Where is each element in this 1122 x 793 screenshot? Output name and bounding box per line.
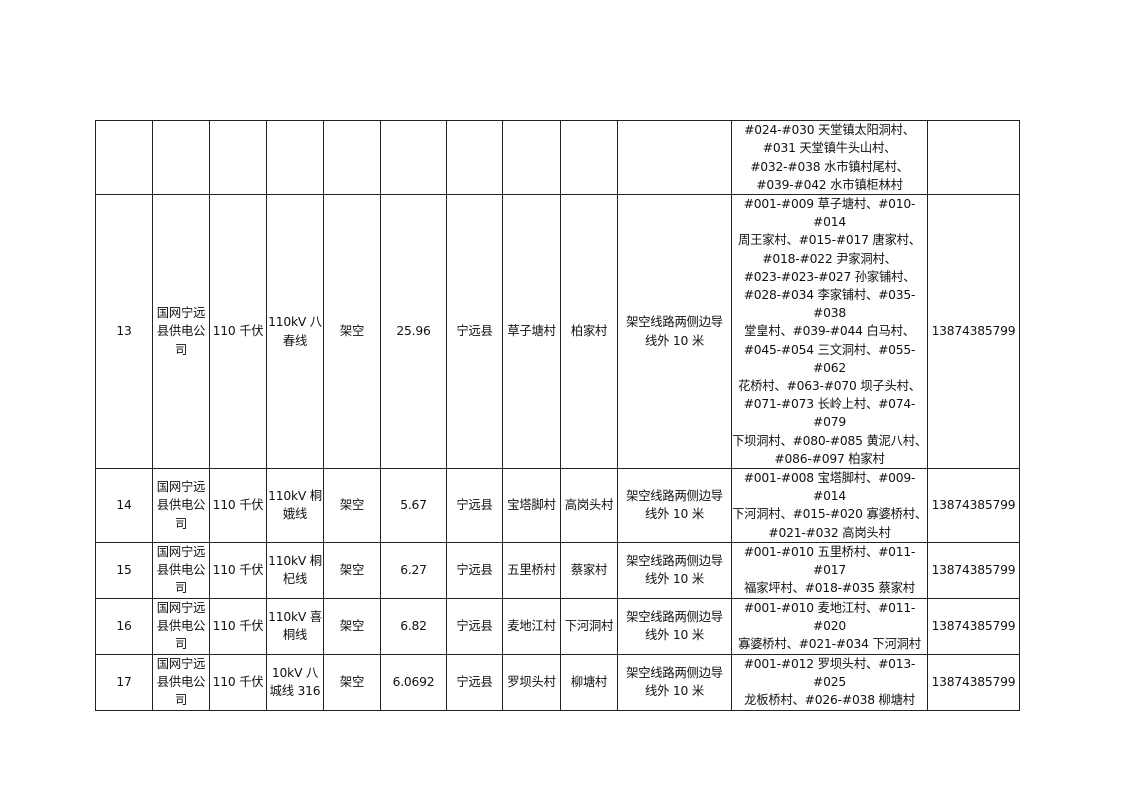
cell-no: 13 [95,193,153,470]
cell-voltage: 110 千伏 [209,193,267,470]
cell-type: 架空 [323,597,381,655]
table-row: 14 国网宁远 县供电公 司 110 千伏 110kV 桐 娥线 架空 5.67 宁远县 宝塔… [95,468,1020,543]
cell-village: 蔡家村 [560,541,618,599]
cell-phone: 13874385799 [927,468,1020,543]
cell-type: 架空 [323,541,381,599]
cell-no: 17 [95,653,153,711]
cell-line [266,120,324,195]
cell-county [446,120,503,195]
table-row: 15 国网宁远 县供电公 司 110 千伏 110kV 桐 杞线 架空 6.27 宁远县 五里… [95,541,1020,599]
cell-phone: 13874385799 [927,193,1020,470]
cell-line: 10kV 八 城线 316 [266,653,324,711]
cell-voltage: 110 千伏 [209,653,267,711]
cell-towers: #024-#030 天堂镇太阳洞村、 #031 天堂镇牛头山村、 #032-#0… [731,120,928,195]
cell-line: 110kV 八 春线 [266,193,324,470]
cell-town [502,120,561,195]
cell-phone [927,120,1020,195]
power-line-table: #024-#030 天堂镇太阳洞村、 #031 天堂镇牛头山村、 #032-#0… [95,120,1020,711]
cell-no [95,120,153,195]
cell-range: 架空线路两侧边导 线外 10 米 [617,468,732,543]
table-row: 17 国网宁远 县供电公 司 110 千伏 10kV 八 城线 316 架空 6.0692… [95,653,1020,711]
cell-range: 架空线路两侧边导 线外 10 米 [617,597,732,655]
cell-towers: #001-#010 五里桥村、#011-#017 福家坪村、#018-#035 … [731,541,928,599]
cell-range [617,120,732,195]
cell-length: 6.82 [380,597,447,655]
cell-town: 宝塔脚村 [502,468,561,543]
cell-company: 国网宁远 县供电公 司 [152,541,210,599]
cell-county: 宁远县 [446,653,503,711]
cell-company: 国网宁远 县供电公 司 [152,193,210,470]
cell-line: 110kV 喜 桐线 [266,597,324,655]
cell-town: 草子塘村 [502,193,561,470]
cell-no: 15 [95,541,153,599]
cell-company: 国网宁远 县供电公 司 [152,597,210,655]
cell-village: 柳塘村 [560,653,618,711]
cell-type: 架空 [323,193,381,470]
cell-village: 柏家村 [560,193,618,470]
table-row: 13 国网宁远 县供电公 司 110 千伏 110kV 八 春线 架空 25.96 宁远县草… [95,193,1020,470]
cell-county: 宁远县 [446,597,503,655]
cell-town: 麦地江村 [502,597,561,655]
cell-company: 国网宁远 县供电公 司 [152,468,210,543]
cell-county: 宁远县 [446,193,503,470]
cell-company: 国网宁远 县供电公 司 [152,653,210,711]
cell-town: 五里桥村 [502,541,561,599]
cell-towers: #001-#010 麦地江村、#011-#020 寡婆桥村、#021-#034 … [731,597,928,655]
cell-line: 110kV 桐 杞线 [266,541,324,599]
cell-towers: #001-#008 宝塔脚村、#009-#014 下河洞村、#015-#020 … [731,468,928,543]
cell-type [323,120,381,195]
cell-length: 6.0692 [380,653,447,711]
cell-phone: 13874385799 [927,653,1020,711]
cell-phone: 13874385799 [927,541,1020,599]
cell-voltage: 110 千伏 [209,541,267,599]
cell-line: 110kV 桐 娥线 [266,468,324,543]
cell-type: 架空 [323,468,381,543]
cell-length: 6.27 [380,541,447,599]
cell-range: 架空线路两侧边导 线外 10 米 [617,653,732,711]
cell-town: 罗坝头村 [502,653,561,711]
cell-length: 5.67 [380,468,447,543]
cell-village: 下河洞村 [560,597,618,655]
cell-village: 高岗头村 [560,468,618,543]
cell-phone: 13874385799 [927,597,1020,655]
cell-towers: #001-#009 草子塘村、#010-#014 周王家村、#015-#017 … [731,193,928,470]
cell-range: 架空线路两侧边导 线外 10 米 [617,541,732,599]
table-row: #024-#030 天堂镇太阳洞村、 #031 天堂镇牛头山村、 #032-#0… [95,120,1020,195]
cell-village [560,120,618,195]
cell-company [152,120,210,195]
cell-county: 宁远县 [446,468,503,543]
cell-no: 16 [95,597,153,655]
cell-voltage: 110 千伏 [209,468,267,543]
cell-length [380,120,447,195]
cell-towers: #001-#012 罗坝头村、#013-#025 龙板桥村、#026-#038 … [731,653,928,711]
cell-voltage: 110 千伏 [209,597,267,655]
table-row: 16 国网宁远 县供电公 司 110 千伏 110kV 喜 桐线 架空 6.82 宁远县 麦地… [95,597,1020,655]
cell-type: 架空 [323,653,381,711]
cell-county: 宁远县 [446,541,503,599]
cell-range: 架空线路两侧边导 线外 10 米 [617,193,732,470]
cell-voltage [209,120,267,195]
cell-length: 25.96 [380,193,447,470]
cell-no: 14 [95,468,153,543]
